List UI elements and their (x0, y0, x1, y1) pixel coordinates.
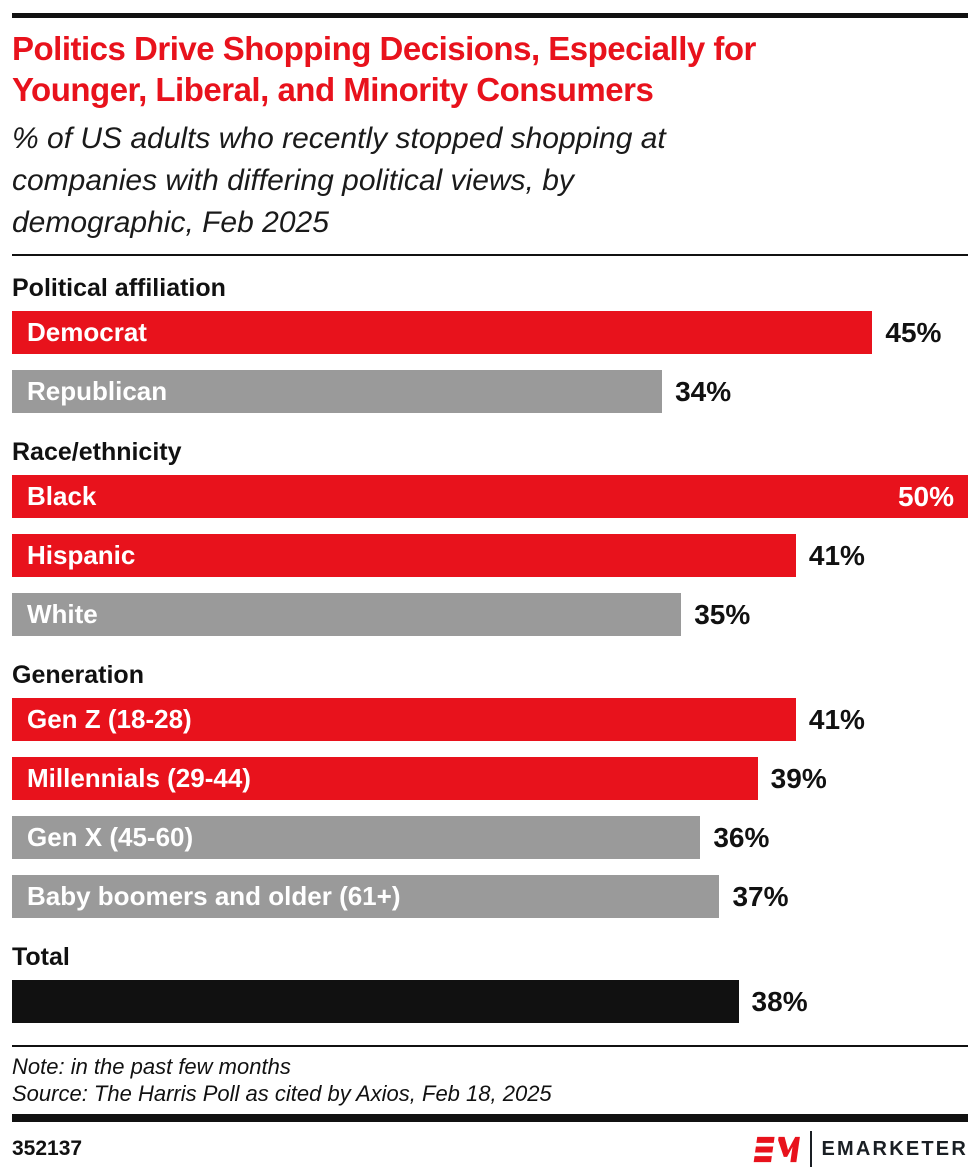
section-header: Political affiliation (12, 274, 226, 302)
bar-label: Black (27, 481, 97, 511)
footnote-divider (12, 1045, 968, 1047)
bar-label: Gen Z (18-28) (27, 704, 192, 734)
title-line-2: Younger, Liberal, and Minority Consumers (12, 71, 654, 108)
bar-value: 50% (897, 480, 954, 512)
bar-label: Gen X (45-60) (27, 822, 194, 852)
bar-label: Democrat (27, 317, 147, 347)
chart-section: Total 38% (12, 942, 968, 1023)
chart-title: Politics Drive Shopping Decisions, Espec… (12, 28, 968, 110)
bar-row: Black 50% (12, 475, 968, 518)
bar-row: Democrat 45% (12, 311, 968, 354)
footer: 352137 EMARKETER (12, 1130, 968, 1168)
bar-label: Baby boomers and older (61+) (27, 881, 401, 911)
bar: Hispanic (12, 534, 796, 577)
bar-label: Republican (27, 376, 168, 406)
footer-accent-bar (12, 1114, 968, 1122)
bar: Gen X (45-60) (12, 816, 701, 859)
bar-row: Republican 34% (12, 370, 968, 413)
bar-value: 41% (808, 703, 865, 735)
bar-label: Hispanic (27, 540, 136, 570)
bar-row: White 35% (12, 593, 968, 636)
emarketer-logo-mark-icon (753, 1136, 800, 1162)
bar-value: 39% (770, 762, 827, 794)
subtitle-line-3: demographic, Feb 2025 (12, 206, 329, 239)
chart-subtitle: % of US adults who recently stopped shop… (12, 118, 968, 244)
section-header: Generation (12, 661, 144, 689)
note-text: Note: in the past few months (12, 1054, 291, 1079)
bar: Black 50% (12, 475, 968, 518)
bar-row: Hispanic 41% (12, 534, 968, 577)
chart-notes: Note: in the past few months Source: The… (12, 1053, 968, 1107)
section-header: Race/ethnicity (12, 438, 182, 466)
bar (12, 980, 739, 1023)
chart-section: Race/ethnicity Black 50% Hispanic 41% White 35… (12, 437, 968, 636)
bar-value: 38% (751, 985, 808, 1017)
header-divider (12, 254, 968, 256)
subtitle-line-2: companies with differing political views… (12, 164, 574, 197)
chart-section: Generation Gen Z (18-28) 41% Millennials (2… (12, 660, 968, 918)
bar-row: Baby boomers and older (61+) 37% (12, 875, 968, 918)
bar-value: 45% (885, 316, 942, 348)
chart-section: Political affiliation Democrat 45% Republic… (12, 273, 968, 413)
bar: White (12, 593, 682, 636)
emarketer-logo: EMARKETER (752, 1131, 968, 1167)
section-header: Total (12, 943, 70, 971)
bar-row: Millennials (29-44) 39% (12, 757, 968, 800)
title-line-1: Politics Drive Shopping Decisions, Espec… (12, 30, 756, 67)
bar-value: 35% (694, 598, 751, 630)
bar: Baby boomers and older (61+) (12, 875, 720, 918)
bar-row: Gen Z (18-28) 41% (12, 698, 968, 741)
bar-label: White (27, 599, 98, 629)
bar-value: 37% (732, 880, 789, 912)
chart-id: 352137 (12, 1137, 83, 1160)
bar-row: Gen X (45-60) 36% (12, 816, 968, 859)
logo-divider (809, 1131, 812, 1167)
bar-row: 38% (12, 980, 968, 1023)
bar: Gen Z (18-28) (12, 698, 796, 741)
bar-value: 41% (808, 539, 865, 571)
chart: Political affiliation Democrat 45% Republic… (12, 273, 968, 1023)
subtitle-line-1: % of US adults who recently stopped shop… (12, 122, 666, 155)
source-text: Source: The Harris Poll as cited by Axio… (12, 1081, 552, 1106)
bar: Republican (12, 370, 663, 413)
bar: Millennials (29-44) (12, 757, 758, 800)
emarketer-wordmark: EMARKETER (821, 1137, 968, 1160)
bar-value: 34% (675, 375, 732, 407)
bar-value: 36% (713, 821, 770, 853)
bar-label: Millennials (29-44) (27, 763, 251, 793)
top-accent-bar (12, 13, 968, 18)
bar: Democrat (12, 311, 873, 354)
